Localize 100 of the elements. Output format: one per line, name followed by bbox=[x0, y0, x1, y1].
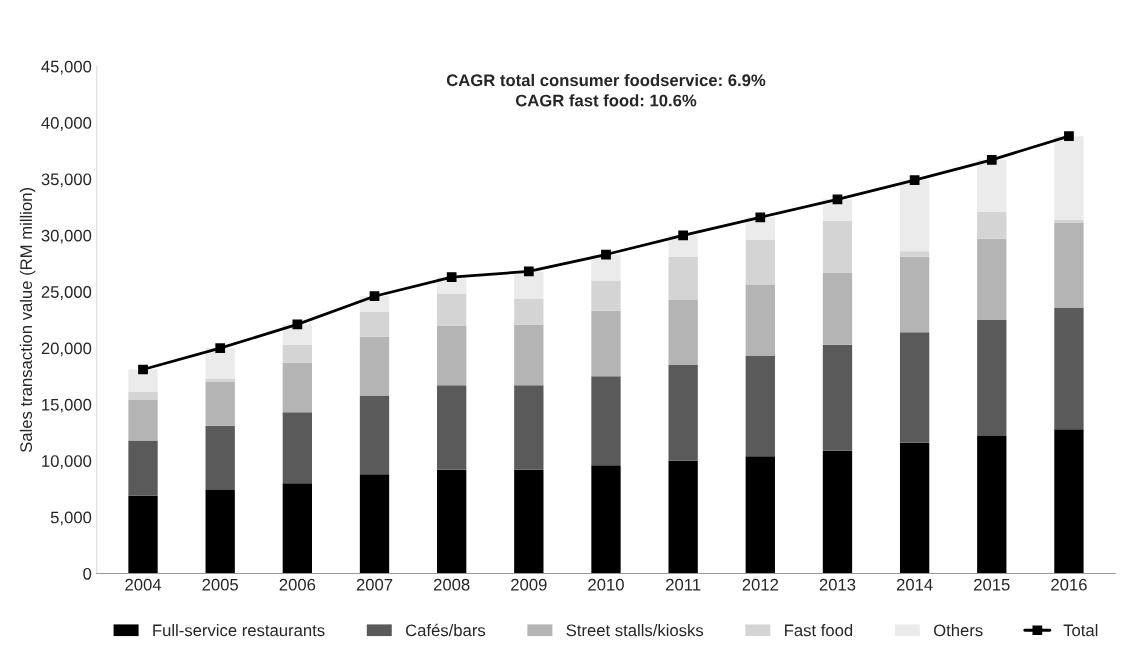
bar bbox=[591, 465, 621, 574]
y-tick-label: 40,000 bbox=[41, 117, 92, 131]
bar bbox=[1054, 307, 1084, 430]
legend-label: Total bbox=[1063, 624, 1098, 637]
x-tick-label: 2010 bbox=[588, 578, 624, 591]
x-tick-label: 2016 bbox=[1051, 578, 1087, 591]
point bbox=[832, 194, 843, 205]
point bbox=[369, 291, 380, 302]
bar bbox=[977, 319, 1007, 436]
y-axis-title: Sales transaction value (RM million) bbox=[19, 188, 36, 453]
bar bbox=[359, 312, 390, 337]
bar bbox=[899, 251, 930, 257]
x-tick-label: 2013 bbox=[819, 578, 856, 591]
bar bbox=[1054, 429, 1084, 574]
y-tick-label: 35,000 bbox=[41, 173, 92, 188]
bar bbox=[282, 412, 313, 484]
bar bbox=[591, 280, 621, 311]
y-tick-label: 5,000 bbox=[50, 511, 92, 526]
bar bbox=[899, 332, 930, 443]
y-tick-label: 45,000 bbox=[41, 60, 92, 75]
bar bbox=[822, 450, 853, 574]
point bbox=[601, 249, 611, 260]
bar bbox=[668, 299, 698, 365]
bar bbox=[514, 324, 544, 386]
bar bbox=[591, 310, 621, 377]
x-tick-label: 2008 bbox=[433, 578, 470, 591]
bar bbox=[128, 369, 158, 393]
bar bbox=[205, 381, 235, 426]
legend-label: Others bbox=[933, 624, 983, 637]
bar bbox=[205, 348, 235, 379]
bar bbox=[205, 490, 235, 574]
bar bbox=[977, 238, 1007, 320]
bar bbox=[282, 362, 313, 413]
bar bbox=[128, 399, 158, 441]
point bbox=[986, 154, 997, 165]
text: CAGR fast food: 10.6% bbox=[515, 94, 697, 107]
x-tick-label: 2005 bbox=[202, 578, 239, 591]
point bbox=[678, 230, 689, 241]
bar bbox=[899, 256, 930, 333]
bar bbox=[514, 298, 544, 325]
legend-label: Street stalls/kiosks bbox=[566, 624, 704, 637]
y-tick-label: 0 bbox=[83, 567, 92, 580]
bar bbox=[668, 460, 698, 574]
bar bbox=[514, 385, 544, 470]
bar bbox=[977, 211, 1007, 239]
bar bbox=[1054, 222, 1084, 308]
point bbox=[138, 364, 148, 375]
bar bbox=[282, 344, 313, 363]
x-tick-label: 2004 bbox=[125, 578, 162, 591]
bar bbox=[899, 180, 930, 252]
point bbox=[1064, 131, 1074, 142]
bar bbox=[977, 435, 1007, 574]
bar bbox=[1054, 136, 1084, 220]
point bbox=[292, 319, 303, 330]
bar bbox=[899, 442, 930, 574]
bar bbox=[591, 254, 621, 281]
bar bbox=[437, 293, 467, 326]
point bbox=[755, 212, 766, 223]
bar bbox=[128, 440, 158, 496]
x-tick-label: 2011 bbox=[666, 578, 701, 591]
point bbox=[215, 343, 226, 353]
y-tick-label: 15,000 bbox=[42, 398, 92, 413]
legend-label: Fast food bbox=[785, 624, 853, 637]
x-tick-label: 2009 bbox=[511, 578, 547, 591]
bar bbox=[282, 483, 313, 574]
x-tick-label: 2012 bbox=[742, 578, 779, 591]
bar bbox=[359, 395, 390, 475]
y-tick-label: 20,000 bbox=[41, 342, 92, 357]
y-tick-label: 30,000 bbox=[41, 229, 92, 244]
point bbox=[909, 175, 920, 185]
bar bbox=[437, 325, 467, 386]
bar bbox=[359, 336, 390, 396]
bar bbox=[822, 272, 853, 345]
bar bbox=[1054, 219, 1084, 223]
bar bbox=[437, 469, 467, 574]
y-tick-label: 10,000 bbox=[42, 455, 92, 469]
bar bbox=[205, 425, 235, 491]
bar bbox=[745, 355, 775, 457]
bar bbox=[668, 256, 698, 300]
x-tick-label: 2015 bbox=[974, 578, 1010, 591]
bar bbox=[668, 364, 698, 461]
bar bbox=[977, 159, 1007, 212]
x-tick-label: 2006 bbox=[279, 578, 316, 591]
point bbox=[446, 272, 457, 282]
legend-label: Cafés/bars bbox=[405, 623, 486, 637]
bar bbox=[822, 344, 853, 451]
bar bbox=[128, 392, 158, 400]
bar bbox=[437, 385, 467, 470]
x-tick-label: 2007 bbox=[356, 578, 393, 591]
chart-title: CAGR total consumer foodservice: 6.9% bbox=[446, 73, 766, 87]
legend-label: Full-service restaurants bbox=[153, 624, 325, 637]
bar bbox=[128, 495, 158, 574]
bar bbox=[745, 284, 775, 356]
bar bbox=[359, 474, 390, 574]
bar bbox=[514, 469, 544, 574]
y-tick-label: 25,000 bbox=[41, 286, 92, 300]
bar bbox=[745, 239, 775, 285]
x-tick-label: 2014 bbox=[896, 578, 933, 591]
bar bbox=[591, 376, 621, 466]
bar bbox=[745, 456, 775, 574]
